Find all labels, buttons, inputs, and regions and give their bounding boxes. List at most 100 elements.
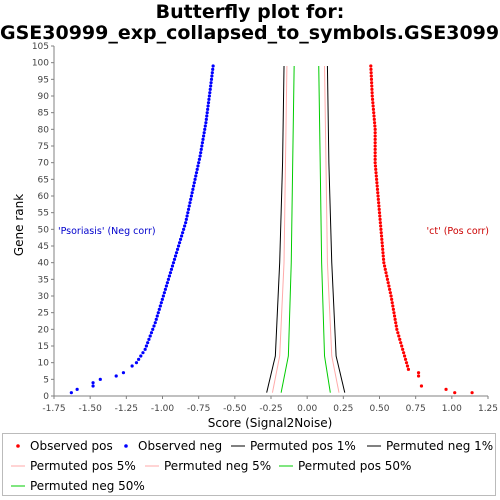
observed-pos-point — [375, 174, 378, 177]
y-tick-label: 40 — [38, 259, 50, 269]
legend-line-icon — [145, 458, 159, 474]
observed-neg-point — [180, 234, 183, 237]
observed-neg-point — [170, 268, 173, 271]
observed-pos-point — [379, 224, 382, 227]
observed-neg-point — [208, 94, 211, 97]
observed-neg-point — [171, 264, 174, 267]
observed-neg-point — [184, 221, 187, 224]
observed-neg-point — [174, 254, 177, 257]
observed-pos-point — [393, 314, 396, 317]
x-tick-label: 0.25 — [333, 404, 353, 414]
observed-neg-point — [208, 91, 211, 94]
observed-neg-point — [91, 384, 94, 387]
observed-neg-point — [181, 231, 184, 234]
observed-pos-point — [390, 298, 393, 301]
observed-neg-point — [196, 164, 199, 167]
observed-pos-point — [401, 348, 404, 351]
observed-neg-point — [173, 258, 176, 261]
x-tick-label: 0.50 — [369, 404, 389, 414]
observed-neg-point — [151, 328, 154, 331]
observed-pos-point — [372, 108, 375, 111]
y-tick-label: 15 — [38, 342, 49, 352]
observed-neg-point — [191, 191, 194, 194]
observed-neg-point — [203, 128, 206, 131]
observed-pos-point — [387, 284, 390, 287]
observed-neg-point — [159, 304, 162, 307]
observed-pos-point — [380, 238, 383, 241]
x-axis-label: Score (Signal2Noise) — [208, 416, 333, 430]
observed-neg-point — [202, 134, 205, 137]
observed-pos-point — [377, 204, 380, 207]
observed-neg-point — [203, 131, 206, 134]
observed-pos-point — [369, 68, 372, 71]
pos-corr-annotation: 'ct' (Pos corr) — [427, 226, 489, 237]
observed-neg-point — [204, 124, 207, 127]
observed-neg-point — [139, 354, 142, 357]
legend-label: Observed pos — [30, 438, 113, 454]
observed-pos-point — [395, 324, 398, 327]
observed-neg-point — [206, 108, 209, 111]
observed-neg-point — [201, 141, 204, 144]
observed-neg-point — [188, 204, 191, 207]
observed-neg-point — [152, 324, 155, 327]
observed-pos-point — [371, 91, 374, 94]
observed-neg-point — [193, 181, 196, 184]
observed-neg-point — [177, 244, 180, 247]
observed-pos-point — [381, 244, 384, 247]
y-tick-label: 50 — [38, 225, 50, 235]
x-tick-label: -0.50 — [223, 404, 247, 414]
observed-neg-point — [207, 101, 210, 104]
observed-pos-point — [381, 251, 384, 254]
observed-pos-point — [453, 391, 456, 394]
x-tick-label: 0.00 — [297, 404, 317, 414]
observed-pos-point — [470, 391, 473, 394]
y-tick-label: 30 — [38, 292, 50, 302]
observed-pos-point — [378, 218, 381, 221]
observed-pos-point — [371, 94, 374, 97]
observed-neg-point — [205, 118, 208, 121]
observed-pos-point — [373, 124, 376, 127]
observed-pos-point — [371, 98, 374, 101]
observed-pos-point — [374, 168, 377, 171]
y-tick-label: 75 — [38, 142, 49, 152]
x-tick-label: -1.25 — [115, 404, 138, 414]
y-tick-label: 65 — [38, 175, 49, 185]
observed-neg-point — [196, 168, 199, 171]
legend-label: Permuted neg 1% — [386, 438, 493, 454]
observed-neg-point — [163, 291, 166, 294]
observed-pos-point — [376, 194, 379, 197]
y-tick-label: 10 — [38, 359, 50, 369]
observed-neg-point — [141, 351, 144, 354]
y-tick-label: 20 — [38, 325, 50, 335]
y-tick-label: 100 — [32, 59, 49, 69]
y-tick-label: 80 — [38, 125, 50, 135]
observed-neg-point — [144, 348, 147, 351]
observed-neg-point — [161, 298, 164, 301]
observed-pos-point — [378, 214, 381, 217]
observed-pos-point — [377, 201, 380, 204]
observed-neg-point — [211, 71, 214, 74]
observed-pos-point — [394, 318, 397, 321]
observed-neg-point — [195, 171, 198, 174]
observed-pos-point — [386, 278, 389, 281]
observed-pos-point — [374, 131, 377, 134]
observed-neg-point — [182, 228, 185, 231]
observed-neg-point — [200, 144, 203, 147]
x-tick-label: 1.00 — [442, 404, 462, 414]
observed-pos-point — [389, 294, 392, 297]
observed-pos-point — [394, 321, 397, 324]
x-tick-label: -1.75 — [42, 404, 65, 414]
observed-neg-point — [165, 284, 168, 287]
y-tick-label: 25 — [38, 309, 49, 319]
observed-neg-point — [137, 358, 140, 361]
y-tick-label: 0 — [43, 392, 49, 402]
observed-neg-point — [115, 374, 118, 377]
legend-line-icon — [279, 458, 293, 474]
observed-neg-point — [70, 391, 73, 394]
y-tick-label: 70 — [38, 159, 50, 169]
legend-label: Permuted neg 50% — [30, 478, 145, 494]
legend-label: Permuted pos 50% — [298, 458, 411, 474]
observed-neg-point — [145, 344, 148, 347]
observed-pos-point — [389, 291, 392, 294]
plot-area — [54, 46, 488, 396]
